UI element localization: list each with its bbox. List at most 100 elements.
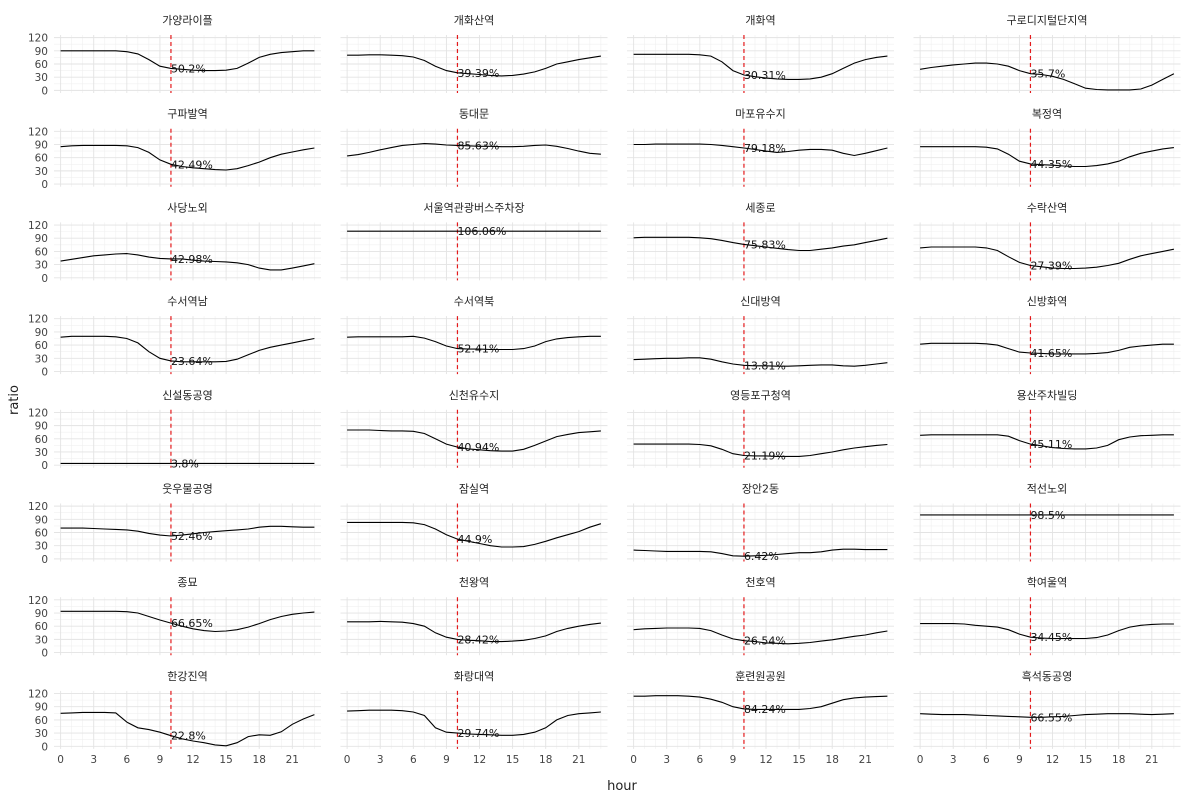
reference-value-label: 66.65%: [171, 617, 213, 630]
series-line: [347, 429, 601, 452]
x-tick-label: 6: [983, 754, 990, 766]
y-tick-label: 0: [41, 648, 48, 660]
reference-value-label: 29.74%: [457, 727, 499, 740]
facet-title: 동대문: [459, 108, 489, 121]
x-tick-label: 15: [1079, 754, 1092, 766]
facet-panel: 학여울역 34.45%: [913, 576, 1181, 656]
x-tick-label: 21: [572, 754, 585, 766]
facet-title: 신대방역: [740, 295, 780, 308]
facet-panel: 세종로 75.83%: [627, 201, 894, 281]
x-tick-label: 3: [377, 754, 384, 766]
x-tick-label: 12: [1046, 754, 1059, 766]
facet-panel: 신방화역 41.65%: [913, 295, 1181, 375]
y-axis-label: ratio: [7, 385, 22, 415]
facet-title: 서울역관광버스주차장: [423, 201, 524, 214]
y-tick-label: 120: [28, 407, 48, 419]
facet-title: 구로디지털단지역: [1007, 14, 1088, 27]
reference-value-label: 23.64%: [171, 355, 213, 368]
facet-title: 흑석동공영: [1022, 669, 1073, 683]
reference-value-label: 27.39%: [1030, 259, 1072, 272]
series-line: [633, 236, 888, 252]
reference-value-label: 66.55%: [1030, 711, 1072, 724]
series-line: [347, 335, 601, 351]
x-tick-label: 6: [123, 754, 130, 766]
y-tick-label: 0: [41, 85, 48, 97]
facet-panel: 수서역북 52.41%: [340, 295, 608, 375]
series-line: [60, 711, 315, 747]
y-tick-label: 60: [35, 434, 48, 446]
panel-grid: 가양라이플030609012050.2%개화산역39.39%개화역30.31%구…: [28, 14, 1181, 766]
y-tick-label: 60: [35, 59, 48, 71]
y-tick-label: 90: [35, 514, 48, 526]
facet-panel: 흑석동공영 0 3 6 9 12 15 18 21 66.55%: [913, 669, 1181, 766]
x-tick-label: 15: [792, 754, 805, 766]
reference-value-label: 98.5%: [1030, 509, 1065, 522]
y-tick-label: 30: [35, 634, 48, 646]
y-tick-label: 30: [35, 728, 48, 740]
facet-title: 수서역남: [167, 295, 207, 308]
series-line: [347, 54, 601, 77]
y-tick-label: 90: [35, 608, 48, 620]
x-tick-label: 21: [286, 754, 299, 766]
facet-title: 세종로: [745, 201, 775, 214]
y-tick-label: 0: [41, 366, 48, 378]
facet-panel: 마포유수지 79.18%: [627, 108, 894, 187]
x-tick-label: 12: [759, 754, 772, 766]
reference-value-label: 42.98%: [171, 253, 213, 266]
series-line: [347, 709, 601, 736]
y-tick-label: 60: [35, 246, 48, 258]
y-tick-label: 90: [35, 140, 48, 152]
reference-value-label: 21.19%: [744, 449, 786, 462]
facet-panel: 신천유수지 40.94%: [340, 388, 608, 468]
series-line: [920, 713, 1174, 718]
facet-panel: 개화산역 39.39%: [340, 14, 608, 93]
reference-value-label: 40.94%: [457, 441, 499, 454]
facet-panel: 복정역 44.35%: [913, 108, 1181, 187]
series-line: [920, 246, 1175, 270]
facet-panel: 영등포구청역 21.19%: [627, 389, 894, 468]
facet-title: 천호역: [745, 575, 775, 589]
y-tick-label: 120: [28, 126, 48, 138]
y-tick-label: 30: [35, 72, 48, 84]
y-tick-label: 90: [35, 327, 48, 339]
x-tick-label: 0: [630, 754, 637, 766]
facet-panel: 용산주차빌딩 45.11%: [913, 389, 1181, 468]
reference-value-label: 28.42%: [457, 633, 499, 646]
y-tick-label: 0: [41, 741, 48, 753]
y-tick-label: 120: [28, 595, 48, 607]
y-tick-label: 90: [35, 46, 48, 58]
series-line: [920, 342, 1174, 355]
y-tick-label: 120: [28, 220, 48, 232]
y-tick-label: 30: [35, 166, 48, 178]
facet-title: 한강진역: [167, 670, 207, 683]
series-line: [633, 53, 888, 80]
reference-value-label: 35.7%: [1030, 68, 1065, 81]
reference-value-label: 75.83%: [744, 238, 786, 251]
y-tick-label: 30: [35, 541, 48, 553]
reference-value-label: 3.8%: [171, 457, 199, 470]
reference-value-label: 50.2%: [171, 62, 206, 75]
y-tick-label: 0: [41, 179, 48, 191]
series-line: [60, 144, 315, 171]
reference-value-label: 52.41%: [457, 343, 499, 356]
facet-title: 훈련원공원: [735, 670, 786, 683]
reference-value-label: 52.46%: [171, 530, 213, 543]
series-line: [633, 548, 888, 557]
facet-title: 신설동공영: [162, 389, 213, 402]
x-tick-label: 15: [219, 754, 232, 766]
facet-title: 개화산역: [454, 14, 494, 27]
x-tick-label: 9: [730, 754, 737, 766]
x-tick-label: 21: [859, 754, 872, 766]
y-tick-label: 120: [28, 33, 48, 45]
series-line: [60, 335, 315, 363]
facet-title: 학여울역: [1027, 576, 1067, 589]
reference-value-label: 85.63%: [457, 139, 499, 152]
series-line: [60, 525, 315, 537]
facet-panel: 신대방역 13.81%: [627, 295, 894, 375]
facet-title: 마포유수지: [735, 108, 786, 121]
